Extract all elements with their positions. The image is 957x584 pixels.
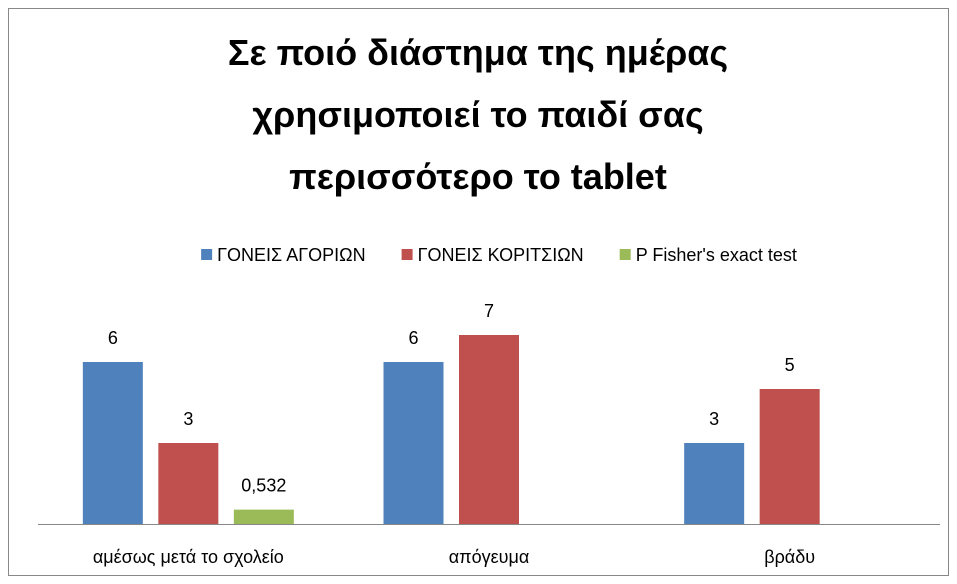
data-label: 5 — [785, 355, 795, 375]
data-label: 3 — [709, 409, 719, 429]
bar — [383, 362, 444, 524]
bar — [233, 509, 294, 524]
data-label: 7 — [484, 301, 494, 321]
bar — [82, 362, 143, 524]
bar — [684, 443, 745, 524]
data-label: 6 — [108, 328, 118, 348]
x-tick-label: αμέσως μετά το σχολείο — [93, 547, 284, 567]
bar — [759, 389, 820, 524]
legend-swatch — [619, 249, 631, 260]
data-label: 0,532 — [241, 475, 286, 495]
legend-label: ΓΟΝΕΙΣ ΚΟΡΙΤΣΙΩΝ — [418, 245, 584, 265]
data-label: 3 — [183, 409, 193, 429]
bar — [158, 443, 219, 524]
legend-swatch — [401, 249, 413, 260]
x-tick-label: απόγευμα — [449, 547, 529, 567]
bar — [459, 335, 519, 524]
legend-label: P Fisher's exact test — [636, 245, 797, 265]
x-tick-label: βράδυ — [764, 547, 815, 567]
chart-title: Σε ποιό διάστημα της ημέρας χρησιμοποιεί… — [227, 32, 729, 197]
data-label: 6 — [408, 328, 418, 348]
legend-swatch — [201, 249, 213, 260]
legend-label: ΓΟΝΕΙΣ ΑΓΟΡΙΩΝ — [217, 245, 365, 265]
